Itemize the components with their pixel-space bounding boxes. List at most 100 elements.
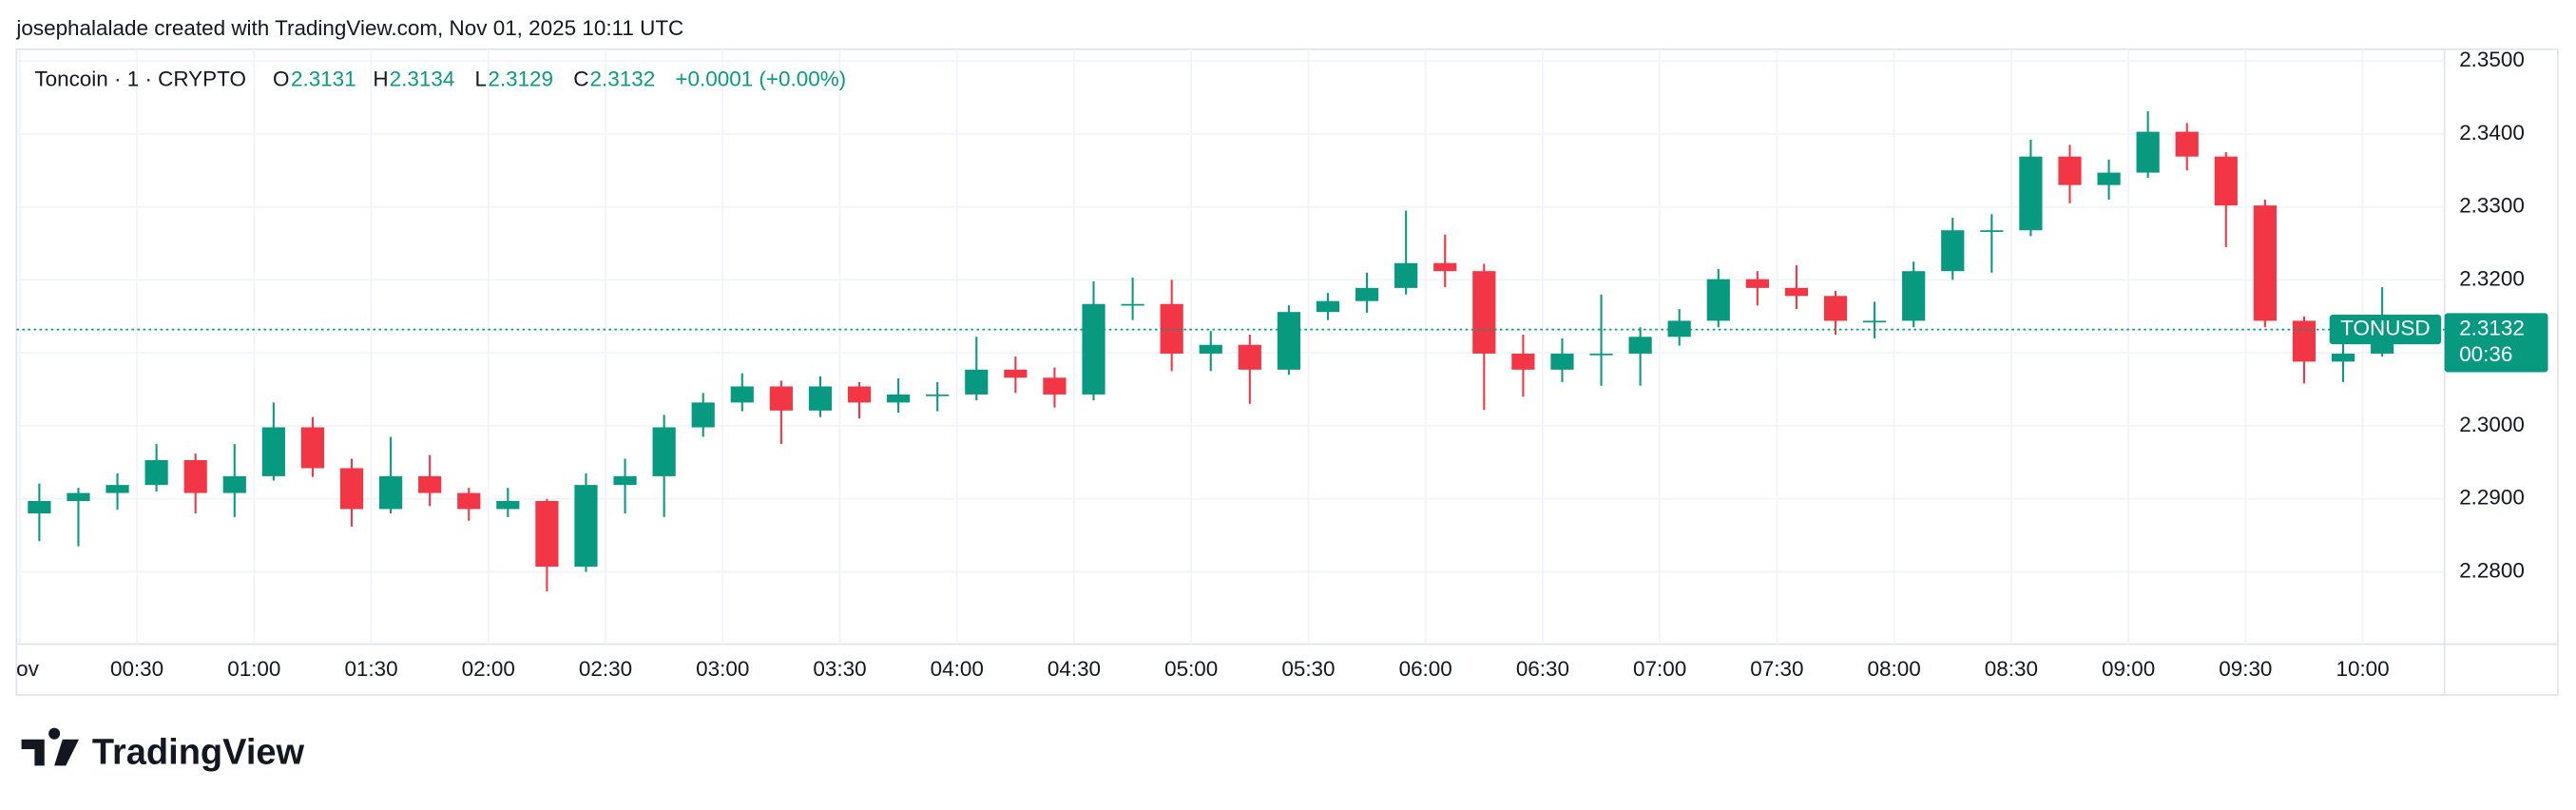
candle-body [496, 500, 520, 510]
x-tick-label: 03:30 [813, 657, 866, 681]
candle-body [1355, 287, 1379, 301]
candle-body [1628, 337, 1652, 354]
candle-body [1902, 271, 1926, 321]
logo-text: TradingView [92, 732, 305, 772]
candle-body [2331, 353, 2355, 362]
candle-body [2214, 156, 2238, 206]
candle-body [106, 485, 129, 493]
candle-body [1550, 353, 1574, 370]
x-tick-label: 05:30 [1281, 657, 1335, 681]
price-tag-bg [2444, 313, 2548, 373]
candle-body [1277, 312, 1301, 370]
x-axis-labels: Nov 00:30 01:00 01:30 02:00 02:30 03:00 03:30 04… [1, 657, 2389, 681]
candle-body [926, 394, 950, 396]
candle-body [769, 386, 793, 411]
candle-body [1043, 377, 1067, 395]
candle-body [1589, 353, 1613, 356]
candle-body [574, 485, 598, 568]
candles [28, 111, 2394, 592]
candle-body [1433, 262, 1457, 272]
header: josephalalade created with TradingView.c… [15, 16, 683, 40]
y-tick-label: 2.2800 [2459, 558, 2525, 582]
candle-body [1316, 300, 1340, 313]
x-tick-label: 10:00 [2336, 657, 2389, 681]
x-tick-label: 03:00 [696, 657, 749, 681]
candle-body [339, 468, 364, 510]
candle-body [1082, 303, 1105, 395]
x-tick-label: 01:00 [227, 657, 280, 681]
symbol-tag-bg [2329, 315, 2442, 345]
candle-body [222, 475, 246, 493]
y-tick-label: 2.3000 [2459, 413, 2525, 436]
candle-body [1394, 262, 1418, 288]
candle-body [2253, 205, 2277, 321]
x-tick-label: 07:30 [1750, 657, 1803, 681]
candle-body [261, 427, 285, 476]
x-tick-label: 06:30 [1516, 657, 1569, 681]
candle-body [691, 402, 715, 428]
legend-high-label: H [373, 68, 388, 91]
candle-body [1784, 287, 1809, 297]
symbol-tag: TONUSD [2340, 317, 2430, 340]
candle-body [2097, 172, 2121, 185]
x-tick-label: 04:00 [931, 657, 984, 681]
x-tick-label: Nov [1, 657, 40, 681]
x-tick-label: 05:00 [1164, 657, 1218, 681]
legend-change: +0.0001 (+0.00%) [675, 68, 846, 91]
candle-body [1941, 230, 1965, 272]
x-tick-label: 09:00 [2102, 657, 2155, 681]
candle-body [67, 492, 90, 501]
candle-body [887, 394, 911, 403]
x-tick-label: 02:00 [462, 657, 515, 681]
candle-body [965, 369, 989, 395]
candle-body [1238, 344, 1261, 370]
candle-body [2019, 156, 2043, 231]
legend-low-label: L [475, 68, 487, 91]
candle-body [144, 460, 168, 486]
candle-body [2292, 320, 2316, 362]
candle-body [2058, 156, 2082, 185]
candle-body [28, 500, 51, 514]
legend-open-label: O [273, 68, 289, 91]
x-tick-label: 01:30 [344, 657, 397, 681]
candle-body [808, 386, 833, 411]
legend-close: 2.3132 [590, 68, 656, 91]
logo-mark [21, 727, 80, 766]
candle-body [1004, 369, 1028, 378]
price-tag: 2.3132 [2459, 317, 2525, 340]
candle-body [2175, 131, 2199, 157]
candle-body [1823, 296, 1848, 321]
candle-body [1199, 344, 1222, 354]
legend-symbol: Toncoin · 1 · CRYPTO [34, 68, 246, 91]
x-tick-label: 09:30 [2219, 657, 2272, 681]
y-tick-label: 2.2900 [2459, 486, 2525, 510]
legend-close-label: C [573, 68, 588, 91]
candle-body [652, 427, 676, 476]
x-tick-label: 04:30 [1048, 657, 1101, 681]
y-tick-label: 2.3200 [2459, 266, 2525, 290]
x-tick-label: 02:30 [579, 657, 632, 681]
logo: TradingView [21, 727, 305, 772]
y-tick-label: 2.3500 [2459, 48, 2525, 71]
candle-body [730, 386, 754, 403]
x-tick-label: 08:30 [1985, 657, 2038, 681]
y-tick-label: 2.3300 [2459, 194, 2525, 218]
legend-low: 2.3129 [488, 68, 553, 91]
axes: 2.28002.29002.30002.31002.32002.33002.34… [1, 48, 2548, 681]
candle-body [378, 475, 403, 510]
candle-body [2136, 131, 2160, 173]
countdown: 00:36 [2459, 342, 2512, 366]
legend-open: 2.3131 [291, 68, 356, 91]
candle-body [183, 460, 207, 493]
grid [16, 48, 2445, 645]
x-tick-label: 06:00 [1399, 657, 1452, 681]
candle-body [1980, 230, 2004, 232]
candle-body [1706, 279, 1730, 321]
chart-frame [15, 48, 2559, 696]
candle-body [1121, 303, 1144, 306]
legend: Toncoin · 1 · CRYPTO O 2.3131 H 2.3134 L… [34, 68, 846, 91]
candle-body [418, 475, 442, 493]
candle-body [613, 475, 637, 486]
candle-body [457, 492, 481, 510]
